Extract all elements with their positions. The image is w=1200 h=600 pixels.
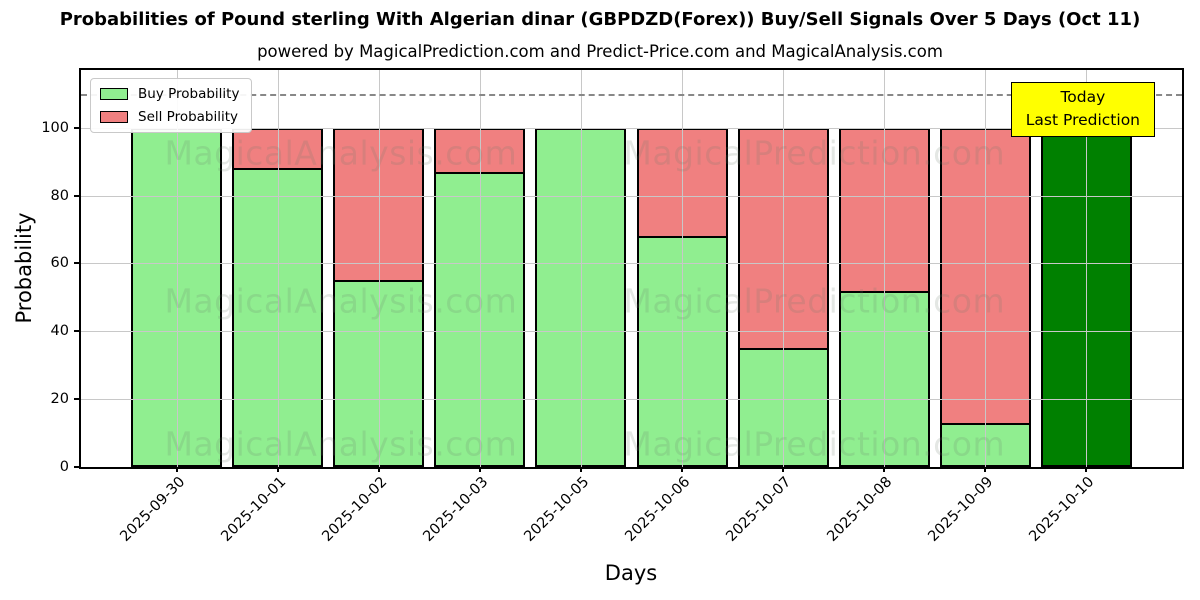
x-tick-label: 2025-10-09: [925, 474, 997, 545]
horizontal-gridline: [81, 399, 1182, 401]
watermark-analysis: MagicalAnalysis.com: [164, 133, 518, 173]
bar-buy-2025-09-30: [131, 127, 223, 467]
bar-buy-2025-10-06: [636, 236, 728, 467]
y-tick-label: 20: [50, 391, 69, 408]
horizontal-gridline: [81, 195, 1182, 197]
y-tick: [74, 194, 79, 197]
vertical-gridline: [783, 70, 785, 467]
bar-buy-2025-10-08: [838, 290, 930, 467]
vertical-gridline: [479, 70, 481, 467]
dashed-threshold-line: [81, 93, 1182, 96]
chart-subtitle: powered by MagicalPrediction.com and Pre…: [257, 42, 943, 61]
x-tick-label: 2025-10-06: [622, 474, 694, 545]
bar-sell-2025-10-08: [838, 127, 930, 291]
vertical-gridline: [580, 70, 582, 467]
bar-sell-2025-10-01: [232, 127, 324, 169]
y-tick: [74, 262, 79, 265]
y-tick: [74, 126, 79, 129]
x-tick-label: 2025-10-03: [420, 474, 492, 545]
vertical-gridline: [277, 70, 279, 467]
y-tick: [74, 398, 79, 401]
x-tick-label: 2025-09-30: [116, 474, 188, 545]
vertical-gridline: [884, 70, 886, 467]
x-tick-label: 2025-10-01: [218, 474, 289, 545]
x-tick: [579, 467, 582, 472]
watermark-analysis: MagicalAnalysis.com: [164, 281, 518, 321]
x-tick: [276, 467, 279, 472]
y-tick-label: 0: [59, 459, 69, 475]
x-tick-label: 2025-10-07: [723, 474, 795, 545]
x-tick: [175, 467, 178, 472]
x-tick: [782, 467, 785, 472]
x-tick: [681, 467, 684, 472]
vertical-gridline: [985, 70, 987, 467]
x-tick: [1085, 467, 1088, 472]
legend: Buy Probability Sell Probability: [90, 78, 253, 133]
today-annotation-line2: Last Prediction: [1025, 111, 1140, 130]
legend-item-buy: Buy Probability: [100, 86, 239, 102]
watermark-prediction: MagicalPrediction.com: [623, 281, 1006, 321]
y-tick-label: 80: [50, 187, 69, 204]
x-tick: [883, 467, 886, 472]
horizontal-gridline: [81, 263, 1182, 265]
y-tick: [74, 466, 79, 468]
watermark-prediction: MagicalPrediction.com: [623, 424, 1006, 464]
x-tick-label: 2025-10-08: [824, 474, 896, 545]
y-tick-label: 100: [41, 119, 69, 136]
vertical-gridline: [378, 70, 380, 467]
bar-sell-2025-10-03: [434, 127, 526, 172]
x-tick: [984, 467, 987, 472]
sell-probability-swatch: [100, 111, 128, 123]
vertical-gridline: [1086, 70, 1088, 467]
horizontal-gridline: [81, 127, 1182, 129]
y-tick: [74, 330, 79, 333]
x-axis-label: Days: [604, 561, 658, 585]
watermark-prediction: MagicalPrediction.com: [623, 133, 1006, 173]
bar-buy-2025-10-01: [232, 168, 324, 467]
bar-buy-2025-10-03: [434, 171, 526, 467]
x-tick: [478, 467, 481, 472]
x-tick-label: 2025-10-02: [319, 474, 391, 545]
plot-area: Buy Probability Sell Probability Today L…: [41, 68, 1184, 545]
buy-probability-swatch: [100, 88, 128, 100]
vertical-gridline: [682, 70, 684, 467]
x-tick-label: 2025-10-05: [521, 474, 593, 545]
legend-item-sell: Sell Probability: [100, 109, 239, 125]
watermark-analysis: MagicalAnalysis.com: [164, 424, 518, 464]
y-tick-label: 40: [50, 323, 69, 340]
legend-label-buy: Buy Probability: [138, 86, 240, 102]
chart-title: Probabilities of Pound sterling With Alg…: [59, 9, 1141, 30]
y-tick-label: 60: [50, 255, 69, 272]
legend-label-sell: Sell Probability: [138, 109, 239, 125]
x-tick: [377, 467, 380, 472]
x-tick-label: 2025-10-10: [1026, 474, 1098, 545]
today-annotation-line1: Today: [1060, 88, 1106, 106]
horizontal-gridline: [81, 331, 1182, 333]
today-annotation-box: Today Last Prediction: [1010, 82, 1155, 137]
vertical-gridline: [176, 70, 178, 467]
bar-buy-2025-10-02: [333, 280, 425, 467]
